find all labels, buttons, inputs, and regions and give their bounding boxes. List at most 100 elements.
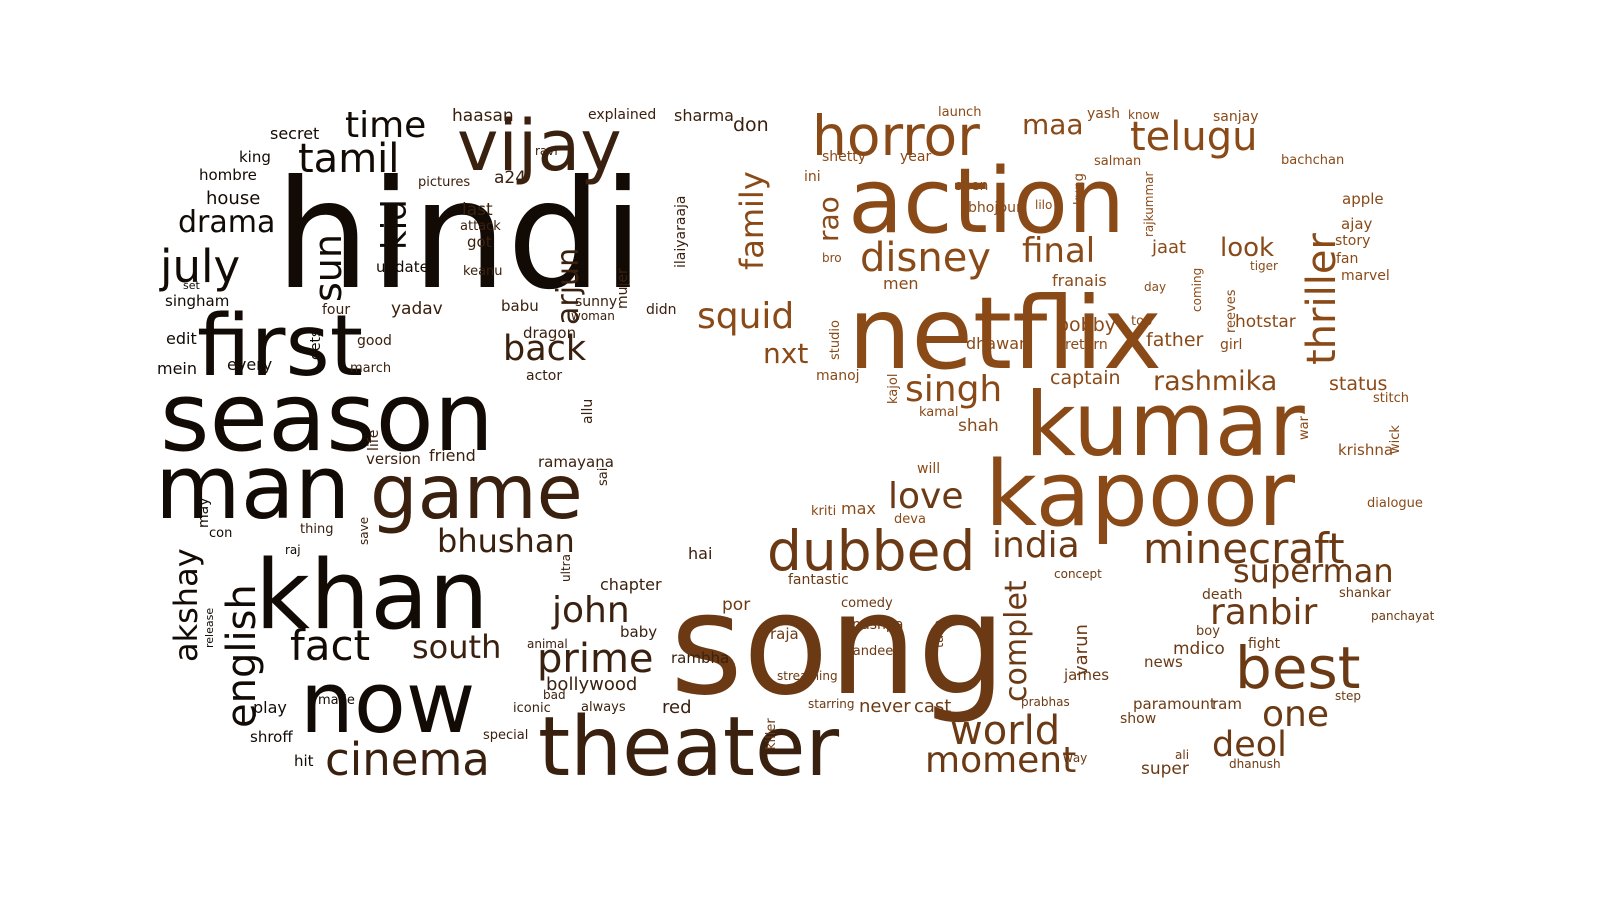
word-wick: wick <box>1388 425 1403 454</box>
word-james: james <box>1063 666 1109 684</box>
word-dhawan: dhawan <box>966 334 1029 353</box>
word-rao: rao <box>812 196 845 242</box>
word-love: love <box>888 476 963 517</box>
word-india: india <box>992 525 1080 566</box>
word-day: day <box>1144 280 1166 294</box>
word-streaming: streaming <box>777 669 838 683</box>
word-franais: franais <box>1052 271 1107 290</box>
word-horror: horror <box>812 104 980 168</box>
word-pushpa: pushpa <box>852 617 903 633</box>
word-manoj: manoj <box>816 368 860 384</box>
word-concept: concept <box>1054 567 1102 581</box>
word-ram: ram <box>1212 695 1242 713</box>
word-game: game <box>370 448 583 536</box>
word-men: men <box>883 274 919 293</box>
word-ultra: ultra <box>559 554 573 582</box>
word-prabhas: prabhas <box>1021 695 1070 709</box>
word-studio: studio <box>828 320 843 360</box>
word-ranbir: ranbir <box>1210 592 1318 633</box>
word-drama: drama <box>178 205 275 240</box>
word-cast: cast <box>914 696 951 717</box>
word-deol: deol <box>1212 725 1287 765</box>
word-superman: superman <box>1233 552 1394 590</box>
word-john: john <box>551 590 630 631</box>
word-mein: mein <box>157 359 197 378</box>
word-four: four <box>322 302 350 318</box>
word-shetty: shetty <box>822 149 866 165</box>
word-deva: deva <box>894 512 926 527</box>
word-back: back <box>503 329 587 369</box>
word-sandeep: sandeep <box>846 644 901 659</box>
word-mdico: mdico <box>1173 639 1225 659</box>
word-one: one <box>1262 694 1329 735</box>
word-ajay: ajay <box>1341 215 1373 233</box>
word-shroff: shroff <box>250 728 293 746</box>
word-vijay: vijay <box>457 105 622 187</box>
word-moment: moment <box>925 740 1076 781</box>
word-way: way <box>1063 751 1087 765</box>
word-squid: squid <box>697 296 794 337</box>
word-thing: thing <box>300 522 333 537</box>
word-fact: fact <box>290 621 370 670</box>
word-yadav: yadav <box>391 299 443 319</box>
word-coming: coming <box>1190 268 1204 312</box>
word-time: time <box>345 105 426 146</box>
word-kriti: kriti <box>811 504 836 519</box>
word-minecraft: minecraft <box>1143 524 1345 573</box>
word-kamal: kamal <box>919 405 959 420</box>
word-tamil: tamil <box>298 136 399 182</box>
word-south: south <box>412 628 501 666</box>
word-nxt: nxt <box>763 337 808 370</box>
word-kid: kid <box>375 199 415 250</box>
word-disney: disney <box>860 235 991 281</box>
word-krishna: krishna <box>1338 441 1393 459</box>
word-sanjay: sanjay <box>1213 109 1259 125</box>
word-step: step <box>1335 689 1361 703</box>
word-yash: yash <box>1087 106 1120 122</box>
word-top: top <box>1131 314 1152 329</box>
word-super: super <box>1141 759 1189 779</box>
word-animal: animal <box>527 637 568 651</box>
word-march: march <box>350 361 391 376</box>
word-hotstar: hotstar <box>1235 312 1296 332</box>
word-comedy: comedy <box>841 596 893 611</box>
word-bollywood: bollywood <box>546 674 637 695</box>
word-hit: hit <box>294 752 314 770</box>
word-salman: salman <box>1094 154 1141 169</box>
word-update: update <box>376 258 429 276</box>
word-gets: gets <box>308 330 324 360</box>
word-may: may <box>196 497 212 528</box>
word-kung: kung <box>1072 173 1087 205</box>
word-bobby: bobby <box>1057 314 1116 336</box>
word-dialogue: dialogue <box>1367 496 1423 511</box>
word-starring: starring <box>808 697 855 711</box>
word-secret: secret <box>270 124 319 143</box>
word-rashmika: rashmika <box>1153 366 1277 397</box>
word-fight: fight <box>1248 636 1281 652</box>
word-got: got <box>467 233 492 251</box>
word-por: por <box>722 595 750 615</box>
word-dhanush: dhanush <box>1229 757 1281 771</box>
word-allu: allu <box>580 399 596 424</box>
word-best: best <box>1235 634 1360 702</box>
word-world: world <box>950 708 1060 754</box>
word-baby: baby <box>620 623 657 641</box>
word-girl: girl <box>1220 337 1242 353</box>
word-cinema: cinema <box>325 733 490 786</box>
word-death: death <box>1202 587 1242 603</box>
word-killer: killer <box>764 718 779 750</box>
word-year: year <box>900 149 931 165</box>
word-arjun: arjun <box>551 248 586 325</box>
word-made: made <box>318 693 355 708</box>
word-hindi: hindi <box>275 149 644 323</box>
word-iconic: iconic <box>513 701 551 716</box>
word-actor: actor <box>526 368 562 384</box>
word-every: every <box>227 355 272 374</box>
word-season: season <box>160 363 494 473</box>
word-rajkummar: rajkummar <box>1142 171 1156 237</box>
word-ramayana: ramayana <box>538 453 614 471</box>
word-akshay: akshay <box>167 548 205 662</box>
word-father: father <box>1146 329 1204 351</box>
word-king: king <box>239 148 271 166</box>
